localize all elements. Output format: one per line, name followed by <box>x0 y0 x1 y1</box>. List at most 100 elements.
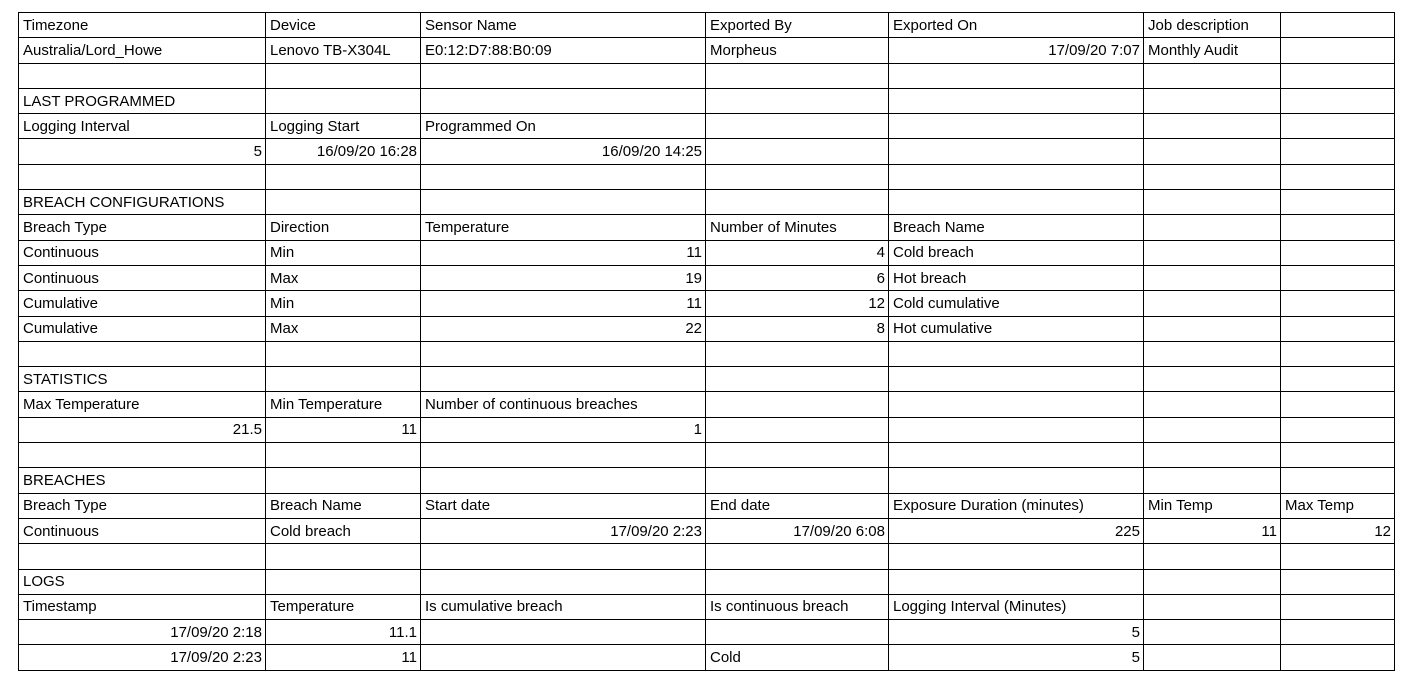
table-cell[interactable]: 1 <box>420 416 706 444</box>
table-cell[interactable]: Cold breach <box>888 239 1144 266</box>
table-cell[interactable] <box>1280 568 1395 595</box>
table-cell[interactable]: Min Temp <box>1143 492 1281 519</box>
table-cell[interactable] <box>18 340 266 368</box>
table-cell[interactable]: 16/09/20 16:28 <box>265 138 421 165</box>
table-cell[interactable] <box>265 189 421 216</box>
table-cell[interactable] <box>1143 163 1281 191</box>
table-cell[interactable] <box>420 644 706 671</box>
table-cell[interactable] <box>1280 416 1395 444</box>
table-cell[interactable]: Continuous <box>18 517 266 545</box>
table-cell[interactable] <box>888 163 1144 191</box>
table-cell[interactable] <box>18 163 266 191</box>
table-cell[interactable]: BREACHES <box>18 467 266 494</box>
table-cell[interactable] <box>1280 189 1395 216</box>
table-cell[interactable] <box>1280 442 1395 469</box>
table-cell[interactable] <box>705 340 889 368</box>
table-cell[interactable] <box>888 391 1144 418</box>
table-cell[interactable]: Max Temperature <box>18 391 266 418</box>
table-cell[interactable] <box>420 87 706 115</box>
table-cell[interactable]: 5 <box>888 619 1144 646</box>
table-cell[interactable] <box>888 568 1144 595</box>
table-cell[interactable] <box>1280 113 1395 140</box>
table-cell[interactable]: Device <box>265 11 421 39</box>
table-cell[interactable] <box>420 366 706 393</box>
table-cell[interactable]: Number of Minutes <box>705 214 889 241</box>
table-cell[interactable] <box>1280 62 1395 89</box>
table-cell[interactable] <box>1143 264 1281 292</box>
table-cell[interactable]: Cold breach <box>265 517 421 545</box>
table-cell[interactable]: Lenovo TB-X304L <box>265 37 421 64</box>
table-cell[interactable]: 6 <box>705 264 889 292</box>
table-cell[interactable] <box>888 62 1144 89</box>
table-cell[interactable] <box>420 568 706 595</box>
table-cell[interactable]: Start date <box>420 492 706 519</box>
table-cell[interactable]: BREACH CONFIGURATIONS <box>18 189 266 216</box>
table-cell[interactable] <box>1280 37 1395 64</box>
table-cell[interactable]: 17/09/20 2:23 <box>420 517 706 545</box>
table-cell[interactable]: 11.1 <box>265 619 421 646</box>
table-cell[interactable] <box>1280 619 1395 646</box>
table-cell[interactable]: Max <box>265 264 421 292</box>
table-cell[interactable]: LOGS <box>18 568 266 595</box>
table-cell[interactable]: Direction <box>265 214 421 241</box>
table-cell[interactable]: Temperature <box>420 214 706 241</box>
table-cell[interactable]: E0:12:D7:88:B0:09 <box>420 37 706 64</box>
table-cell[interactable] <box>420 189 706 216</box>
table-cell[interactable] <box>420 340 706 368</box>
table-cell[interactable] <box>1143 113 1281 140</box>
table-cell[interactable]: Exported On <box>888 11 1144 39</box>
table-cell[interactable] <box>18 442 266 469</box>
table-cell[interactable] <box>265 442 421 469</box>
table-cell[interactable]: 4 <box>705 239 889 266</box>
table-cell[interactable]: 17/09/20 7:07 <box>888 37 1144 64</box>
table-cell[interactable] <box>265 62 421 89</box>
table-cell[interactable]: Logging Interval (Minutes) <box>888 593 1144 621</box>
table-cell[interactable]: Continuous <box>18 264 266 292</box>
table-cell[interactable]: Morpheus <box>705 37 889 64</box>
table-cell[interactable]: LAST PROGRAMMED <box>18 87 266 115</box>
table-cell[interactable] <box>265 87 421 115</box>
table-cell[interactable] <box>888 189 1144 216</box>
table-cell[interactable] <box>1143 62 1281 89</box>
table-cell[interactable]: 22 <box>420 315 706 342</box>
table-cell[interactable]: Timezone <box>18 11 266 39</box>
table-cell[interactable] <box>705 138 889 165</box>
table-cell[interactable] <box>1280 366 1395 393</box>
table-cell[interactable] <box>705 87 889 115</box>
table-cell[interactable] <box>1280 593 1395 621</box>
table-cell[interactable]: Exported By <box>705 11 889 39</box>
table-cell[interactable] <box>265 543 421 570</box>
table-cell[interactable] <box>1143 189 1281 216</box>
table-cell[interactable] <box>1280 290 1395 317</box>
table-cell[interactable]: Logging Start <box>265 113 421 140</box>
table-cell[interactable]: 17/09/20 6:08 <box>705 517 889 545</box>
table-cell[interactable]: 8 <box>705 315 889 342</box>
table-cell[interactable]: Min <box>265 290 421 317</box>
table-cell[interactable]: 21.5 <box>18 416 266 444</box>
table-cell[interactable] <box>1280 644 1395 671</box>
table-cell[interactable]: 11 <box>420 239 706 266</box>
table-cell[interactable] <box>888 340 1144 368</box>
table-cell[interactable] <box>705 113 889 140</box>
table-cell[interactable]: 17/09/20 2:18 <box>18 619 266 646</box>
table-cell[interactable]: 11 <box>265 644 421 671</box>
table-cell[interactable] <box>1143 442 1281 469</box>
table-cell[interactable] <box>265 467 421 494</box>
table-cell[interactable] <box>18 543 266 570</box>
table-cell[interactable] <box>888 467 1144 494</box>
table-cell[interactable]: Breach Type <box>18 492 266 519</box>
table-cell[interactable]: Programmed On <box>420 113 706 140</box>
table-cell[interactable] <box>705 366 889 393</box>
table-cell[interactable]: Is continuous breach <box>705 593 889 621</box>
table-cell[interactable]: Breach Type <box>18 214 266 241</box>
table-cell[interactable] <box>705 62 889 89</box>
table-cell[interactable]: Timestamp <box>18 593 266 621</box>
table-cell[interactable]: Cold <box>705 644 889 671</box>
table-cell[interactable] <box>1280 163 1395 191</box>
table-cell[interactable]: Monthly Audit <box>1143 37 1281 64</box>
table-cell[interactable] <box>1280 340 1395 368</box>
table-cell[interactable] <box>265 366 421 393</box>
table-cell[interactable]: Cumulative <box>18 290 266 317</box>
table-cell[interactable]: 5 <box>18 138 266 165</box>
table-cell[interactable] <box>1143 644 1281 671</box>
